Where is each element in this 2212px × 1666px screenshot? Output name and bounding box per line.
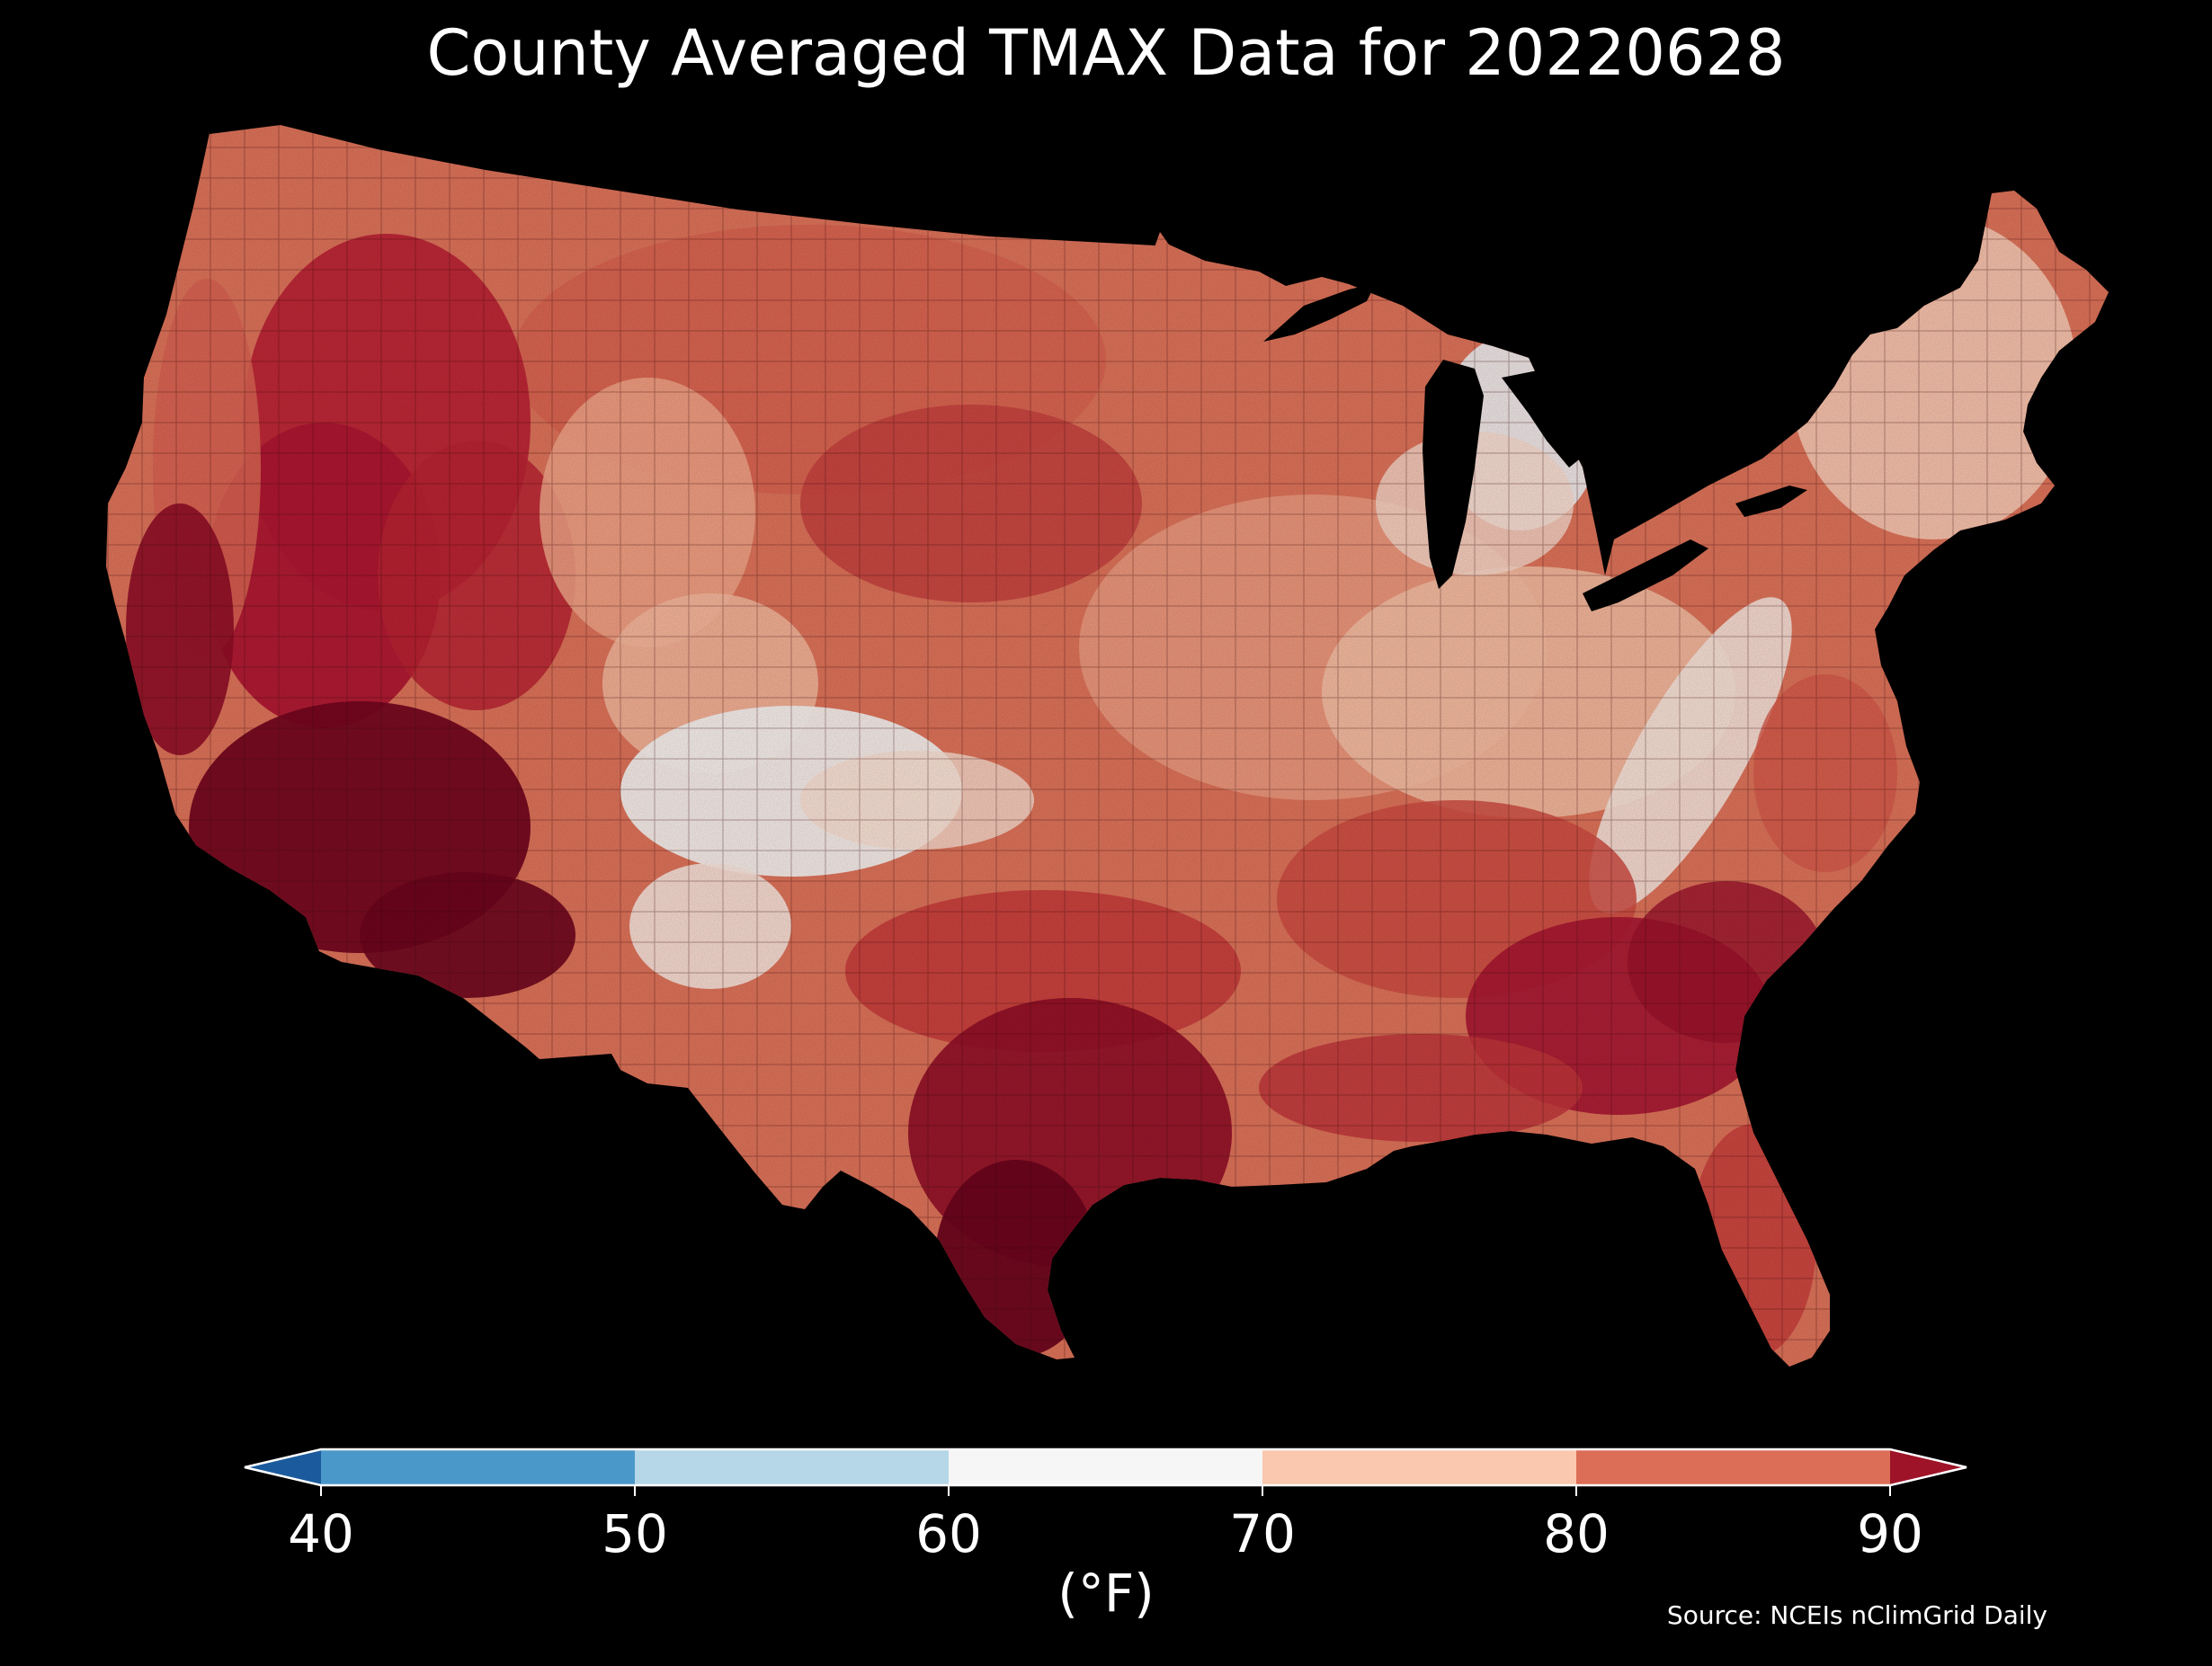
colorbar-bin-3 [1262, 1449, 1576, 1485]
colorbar-bin-0 [321, 1449, 635, 1485]
map-title: County Averaged TMAX Data for 20220628 [426, 16, 1786, 90]
colorbar-under-arrow [245, 1449, 321, 1485]
colorbar-over-arrow [1890, 1449, 1967, 1485]
colorbar-tick-label: 60 [915, 1503, 982, 1564]
northern-border [209, 122, 1156, 245]
source-credit: Source: NCEIs nClimGrid Daily [1666, 1600, 2047, 1630]
colorbar-tick-label: 70 [1229, 1503, 1296, 1564]
colorbar-bin-2 [949, 1449, 1262, 1485]
colorbar-bins [244, 1448, 1967, 1487]
colorbar-ticks: 40 50 60 70 80 90 [288, 1485, 1923, 1564]
colorbar-tick-label: 90 [1857, 1503, 1923, 1564]
colorbar-bin-1 [635, 1449, 949, 1485]
great-lakes [1263, 283, 1807, 611]
colorbar-tick-label: 40 [288, 1503, 354, 1564]
colorbar-bin-4 [1576, 1449, 1890, 1485]
colorbar-tick-label: 80 [1543, 1503, 1610, 1564]
colorbar-unit-label: (°F) [1057, 1563, 1155, 1624]
colorbar-tick-label: 50 [602, 1503, 668, 1564]
